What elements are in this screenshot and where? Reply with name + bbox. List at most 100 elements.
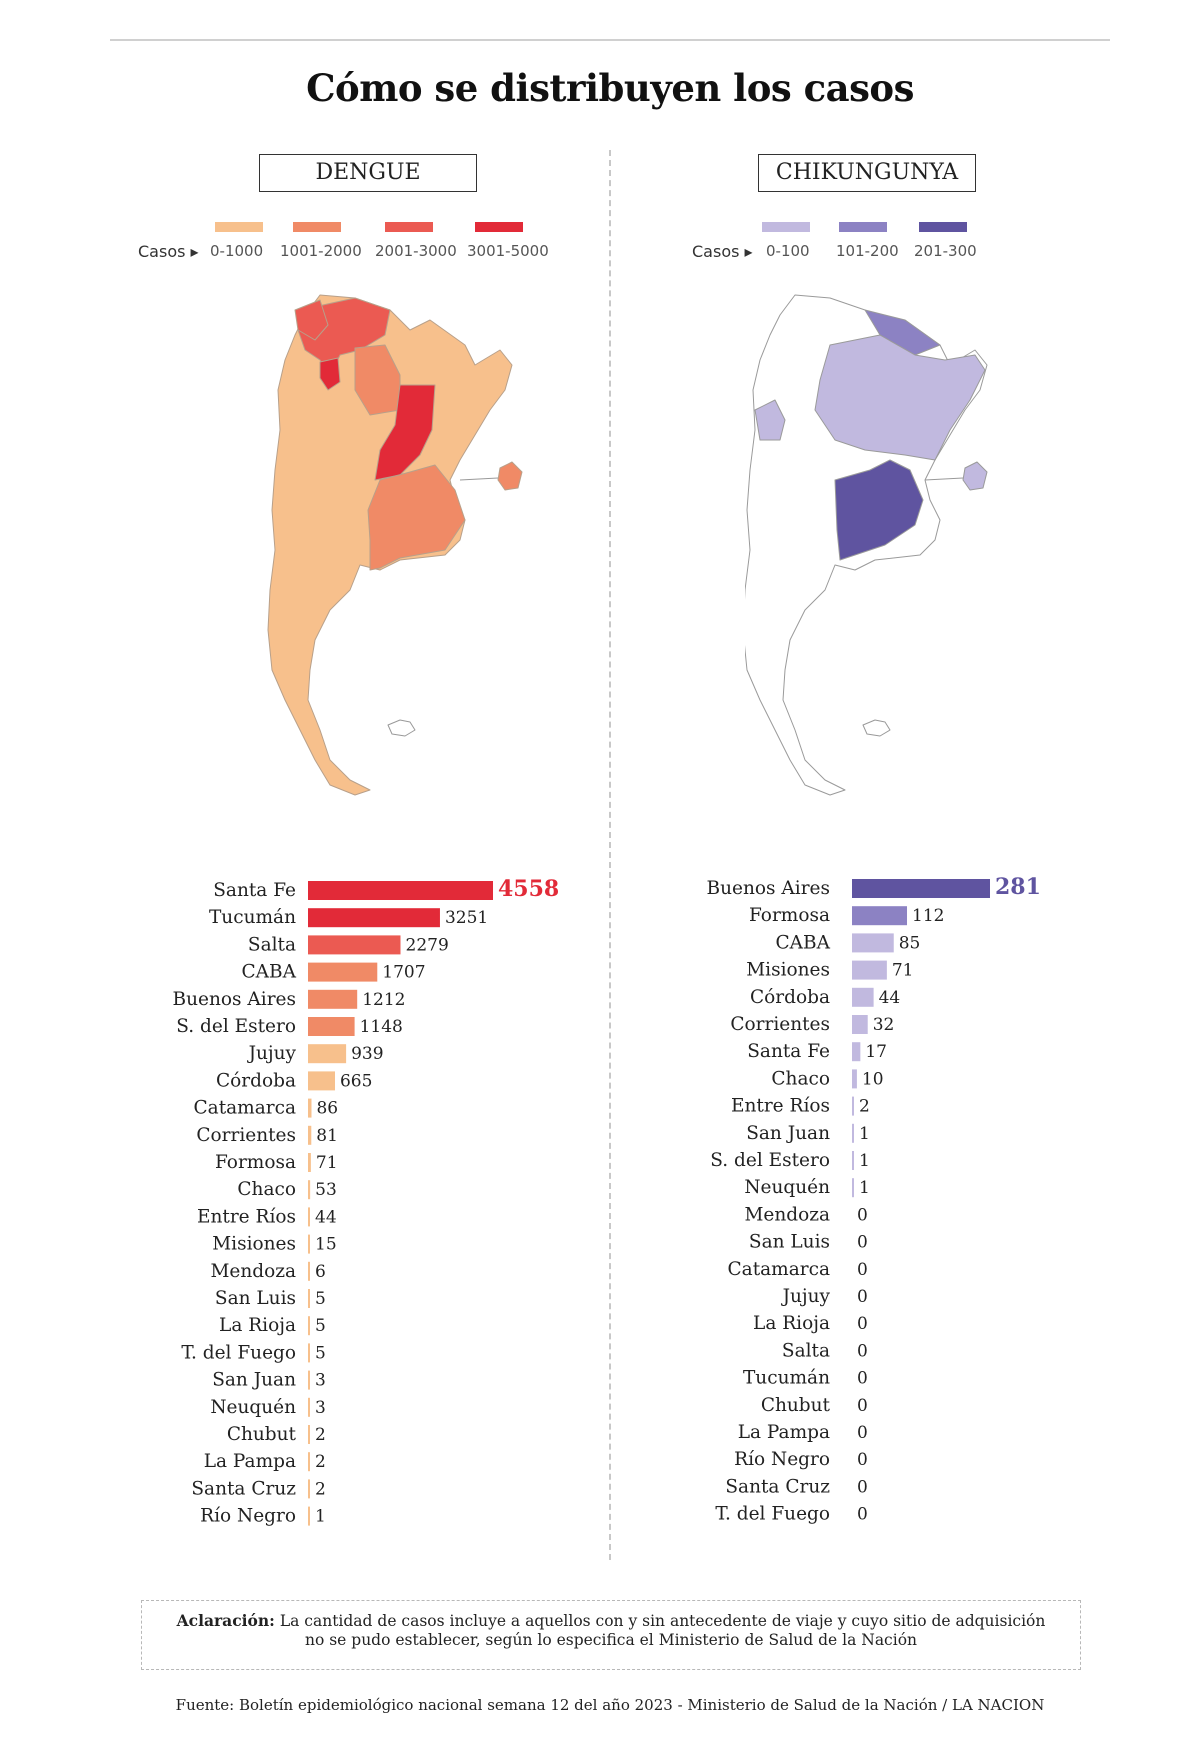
bar-value-label: 112 [912, 906, 944, 926]
bar [852, 1151, 854, 1170]
chikungunya-legend-range-2: 101-200 [836, 242, 899, 260]
dengue-legend-range-4: 3001-5000 [467, 242, 549, 260]
chikungunya-legend-label: Casos ▸ [692, 242, 753, 261]
bar-value-label: 2 [315, 1452, 326, 1472]
chikungunya-map-buenos-aires [834, 459, 924, 561]
bar [308, 1017, 355, 1036]
dengue-section-label: DENGUE [259, 154, 477, 192]
bar [308, 1261, 310, 1281]
bar-value-label: 5 [315, 1343, 326, 1363]
bar [308, 1098, 312, 1118]
chikungunya-legend-range-1: 0-100 [766, 242, 810, 260]
bar [308, 881, 493, 900]
bar [308, 1207, 310, 1227]
bar [308, 1370, 310, 1390]
bar-category-label: Misiones [746, 960, 830, 981]
bar-category-label: Misiones [212, 1234, 296, 1255]
bar-value-label: 3 [315, 1371, 326, 1391]
bar-category-label: San Luis [215, 1288, 296, 1309]
bar-category-label: Salta [248, 934, 296, 955]
bar [308, 1397, 310, 1417]
bar-category-label: Tucumán [743, 1368, 830, 1389]
chikungunya-map-caba [962, 461, 988, 491]
dengue-legend-swatch-2 [293, 222, 341, 232]
bar-value-label: 1148 [360, 1017, 403, 1037]
bar-value-label: 0 [857, 1477, 868, 1497]
chikungunya-map-malvinas [862, 719, 891, 737]
bar-category-label: Formosa [749, 905, 830, 926]
bar-value-label: 0 [857, 1369, 868, 1389]
bar-value-label: 6 [315, 1262, 326, 1282]
bar-category-label: Salta [782, 1340, 830, 1361]
bar-category-label: San Juan [212, 1370, 296, 1391]
bar [308, 1180, 311, 1200]
bar-value-label: 0 [857, 1505, 868, 1525]
bar-value-label: 0 [857, 1396, 868, 1416]
bar [852, 1096, 854, 1116]
bar-category-label: Santa Cruz [191, 1478, 296, 1499]
bar-value-label: 2 [859, 1097, 870, 1117]
bar-category-label: Catamarca [728, 1259, 830, 1280]
bar [308, 1479, 310, 1499]
bar-category-label: Corrientes [196, 1125, 296, 1146]
bar-value-label: 4558 [498, 876, 559, 902]
bar-value-label: 0 [857, 1423, 868, 1443]
dengue-map-caba [497, 461, 523, 491]
bar-category-label: La Rioja [219, 1315, 296, 1336]
bar [852, 960, 887, 980]
bar-category-label: Chaco [771, 1068, 830, 1089]
chikungunya-legend-swatch-2 [839, 222, 887, 232]
bar-value-label: 2279 [406, 935, 449, 955]
note-label: Aclaración: [176, 1611, 275, 1630]
dengue-legend-swatch-4 [475, 222, 523, 232]
dengue-legend-swatch-1 [215, 222, 263, 232]
bar-value-label: 15 [315, 1235, 337, 1255]
chikungunya-legend-swatch-3 [919, 222, 967, 232]
dengue-map-jujuy [294, 299, 329, 341]
bar-category-label: La Pampa [738, 1422, 830, 1443]
bar-category-label: Entre Ríos [197, 1206, 296, 1227]
chikungunya-legend-swatch-1 [762, 222, 810, 232]
note-text: La cantidad de casos incluye a aquellos … [279, 1612, 1046, 1649]
bar-category-label: CABA [242, 962, 297, 983]
bar-category-label: Neuquén [744, 1177, 830, 1198]
bar [308, 1071, 335, 1091]
bar [308, 1153, 311, 1172]
page-title: Cómo se distribuyen los casos [306, 66, 914, 110]
bar-category-label: Corrientes [730, 1014, 830, 1035]
bar-category-label: San Juan [746, 1123, 830, 1144]
dengue-legend-range-1: 0-1000 [210, 242, 264, 260]
chikungunya-legend-range-3: 201-300 [914, 242, 977, 260]
bar-value-label: 10 [862, 1069, 884, 1089]
top-rule [110, 39, 1110, 41]
bar [308, 935, 401, 955]
bar-category-label: Mendoza [210, 1261, 296, 1282]
bar [308, 1289, 310, 1308]
bar-category-label: La Rioja [753, 1313, 830, 1334]
bar-value-label: 2 [315, 1479, 326, 1499]
bar-category-label: Santa Fe [213, 880, 296, 901]
chikungunya-map [745, 294, 988, 796]
bar [308, 1316, 310, 1336]
bar [308, 1343, 310, 1363]
bar [852, 1178, 854, 1198]
dengue-map-tucuman [319, 357, 341, 391]
bar-category-label: Río Negro [200, 1506, 296, 1527]
bar-value-label: 53 [315, 1180, 337, 1200]
bar-category-label: CABA [776, 932, 831, 953]
bar [852, 1042, 861, 1062]
bar [308, 908, 440, 928]
bar-category-label: Córdoba [216, 1070, 296, 1091]
bar-value-label: 32 [873, 1015, 895, 1035]
dengue-legend-range-2: 1001-2000 [280, 242, 362, 260]
bar-value-label: 5 [315, 1316, 326, 1336]
chikungunya-map-west-region [754, 399, 786, 441]
bar-category-label: S. del Estero [710, 1150, 830, 1171]
bar-value-label: 1 [315, 1507, 326, 1527]
bar-category-label: Buenos Aires [173, 989, 296, 1010]
bar-value-label: 1 [859, 1151, 870, 1171]
bar-value-label: 0 [857, 1341, 868, 1361]
